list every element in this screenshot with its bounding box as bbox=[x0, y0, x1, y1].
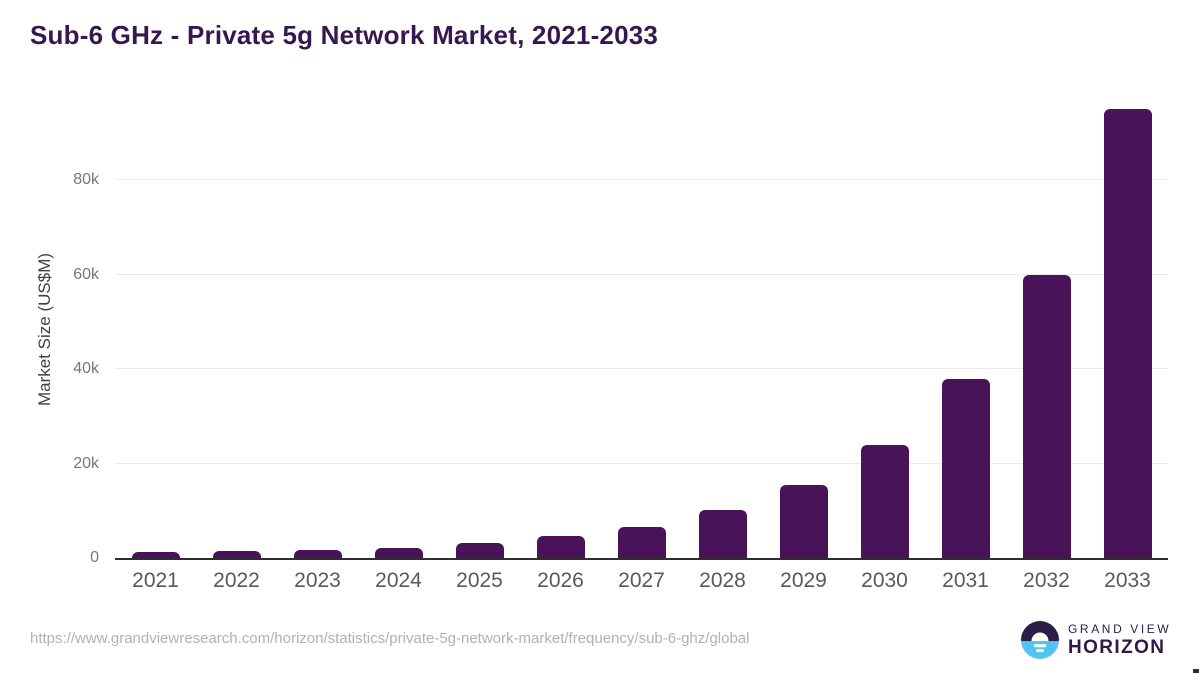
bar-2023 bbox=[293, 549, 342, 558]
bar-2021 bbox=[131, 552, 180, 558]
plot-area bbox=[115, 100, 1168, 560]
bar-2025 bbox=[455, 543, 504, 558]
x-tick-2022: 2022 bbox=[213, 569, 260, 592]
x-tick-2027: 2027 bbox=[618, 569, 665, 592]
x-tick-2023: 2023 bbox=[294, 569, 341, 592]
bar-column-2023 bbox=[277, 100, 358, 558]
x-tick-2026: 2026 bbox=[537, 569, 584, 592]
bar-column-2028 bbox=[682, 100, 763, 558]
bar-column-2030 bbox=[844, 100, 925, 558]
x-tick-2024: 2024 bbox=[375, 569, 422, 592]
bar-2028 bbox=[698, 509, 747, 558]
bar-2024 bbox=[374, 548, 423, 558]
y-axis-tick-labels: 0 20k 40k 60k 80k bbox=[0, 100, 99, 566]
bar-2022 bbox=[212, 550, 261, 558]
bar-2026 bbox=[536, 536, 585, 558]
x-tick-2032: 2032 bbox=[1023, 569, 1070, 592]
bar-2030 bbox=[860, 444, 909, 558]
bar-column-2032 bbox=[1006, 100, 1087, 558]
brand-logo-text: GRAND VIEW HORIZON bbox=[1068, 622, 1171, 658]
bar-2027 bbox=[617, 527, 666, 558]
brand-name-top: GRAND VIEW bbox=[1068, 622, 1172, 636]
bar-column-2033 bbox=[1087, 100, 1168, 558]
gridline-20k bbox=[115, 462, 1168, 464]
gridline-60k bbox=[115, 273, 1168, 275]
y-tick-20k: 20k bbox=[73, 454, 99, 472]
bar-2032 bbox=[1022, 274, 1071, 558]
brand-name-bottom: HORIZON bbox=[1068, 637, 1166, 658]
gridline-40k bbox=[115, 368, 1168, 370]
x-tick-2029: 2029 bbox=[780, 569, 827, 592]
x-tick-2030: 2030 bbox=[861, 569, 908, 592]
bar-2031 bbox=[941, 378, 990, 558]
bar-column-2025 bbox=[439, 100, 520, 558]
y-tick-80k: 80k bbox=[73, 171, 99, 189]
bar-column-2029 bbox=[763, 100, 844, 558]
x-tick-2033: 2033 bbox=[1104, 569, 1151, 592]
brand-logo: GRAND VIEW HORIZON bbox=[1021, 621, 1171, 659]
bar-2029 bbox=[779, 484, 828, 558]
bar-column-2031 bbox=[925, 100, 1006, 558]
bar-2033 bbox=[1103, 109, 1152, 558]
bar-column-2021 bbox=[115, 100, 196, 558]
bar-column-2022 bbox=[196, 100, 277, 558]
x-tick-2021: 2021 bbox=[132, 569, 179, 592]
x-tick-2031: 2031 bbox=[942, 569, 989, 592]
chart-title: Sub-6 GHz - Private 5g Network Market, 2… bbox=[30, 20, 659, 50]
corner-artifact bbox=[1193, 669, 1199, 673]
y-tick-0: 0 bbox=[90, 549, 99, 566]
bar-column-2027 bbox=[601, 100, 682, 558]
x-tick-2028: 2028 bbox=[699, 569, 746, 592]
y-tick-40k: 40k bbox=[73, 360, 99, 378]
x-axis-tick-labels: 2021 2022 2023 2024 2025 2026 2027 2028 2029 2030… bbox=[115, 569, 1168, 593]
y-tick-60k: 60k bbox=[73, 265, 99, 283]
x-tick-2025: 2025 bbox=[456, 569, 503, 592]
bar-column-2024 bbox=[358, 100, 439, 558]
bar-column-2026 bbox=[520, 100, 601, 558]
horizon-logo-icon bbox=[1021, 621, 1059, 659]
source-url: https://www.grandviewresearch.com/horizo… bbox=[30, 630, 750, 647]
gridline-80k bbox=[115, 179, 1168, 181]
